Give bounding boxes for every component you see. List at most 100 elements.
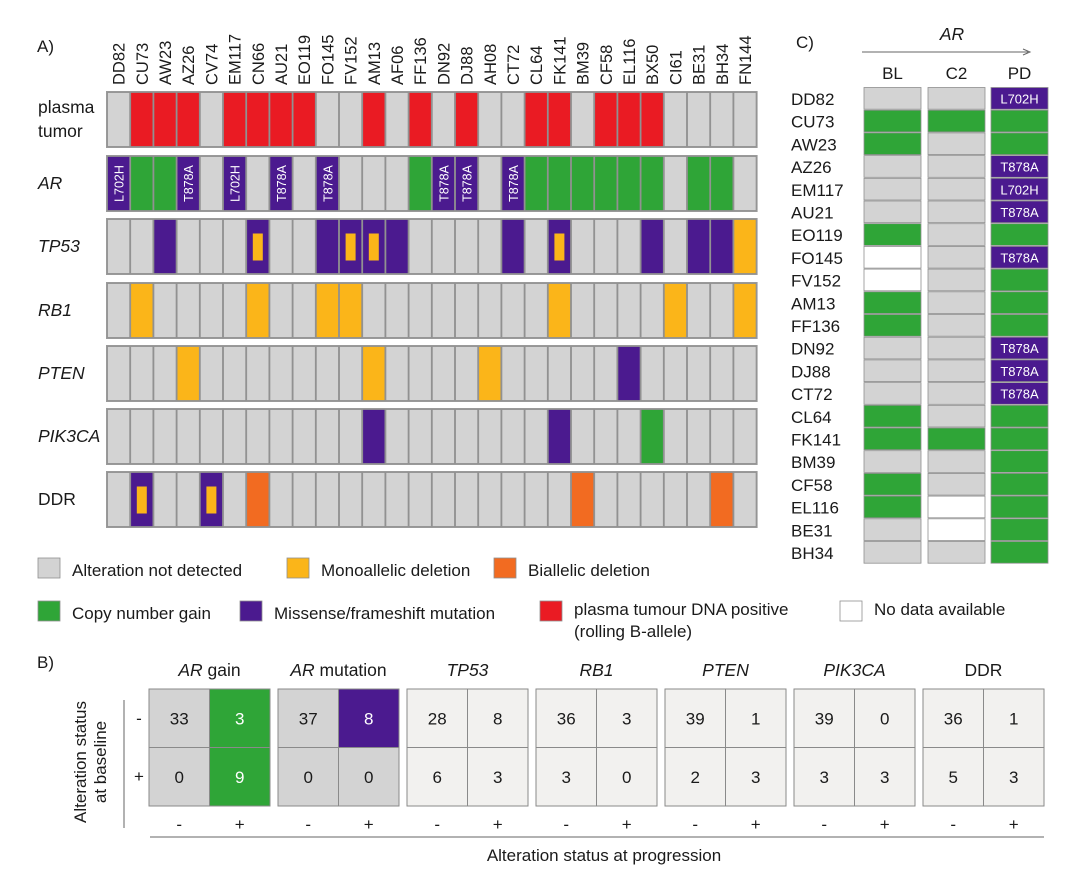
c-sample-label: DD82 — [791, 90, 834, 109]
cell — [107, 219, 131, 274]
table-value: 0 — [175, 768, 184, 787]
contingency-table: PTEN 39 1 2 3 - + — [664, 660, 787, 834]
cell — [733, 156, 757, 211]
cell — [269, 92, 293, 147]
cell — [547, 92, 571, 147]
cell — [617, 156, 641, 211]
cell — [246, 409, 270, 464]
table-value: 3 — [493, 768, 502, 787]
sample-header: AW23 — [157, 41, 175, 85]
cell — [269, 156, 293, 211]
b-col-label: + — [235, 815, 245, 834]
c-cell — [990, 382, 1049, 405]
sample-header: BM39 — [575, 42, 593, 85]
c-cell — [927, 223, 986, 246]
sample-header: DN92 — [435, 43, 453, 85]
sample-header: BH34 — [714, 44, 732, 85]
cell — [176, 92, 200, 147]
b-col-label: - — [305, 815, 311, 834]
cell — [199, 283, 223, 338]
cell — [571, 156, 595, 211]
c-sample-label: CT72 — [791, 385, 833, 404]
c-cell — [927, 314, 986, 337]
table-value: 0 — [364, 768, 373, 787]
cell — [176, 472, 200, 527]
c-cell — [927, 291, 986, 314]
table-cell — [148, 747, 210, 807]
cell — [269, 346, 293, 401]
cell — [687, 219, 711, 274]
cell — [594, 156, 618, 211]
table-title: PTEN — [702, 660, 749, 680]
cell — [478, 409, 502, 464]
cell — [223, 92, 247, 147]
cell — [594, 346, 618, 401]
row-tp53: TP53 — [38, 218, 758, 275]
cell — [571, 346, 595, 401]
cell — [455, 92, 479, 147]
c-cell — [863, 245, 922, 269]
c-mutation-label: L702H — [1000, 182, 1038, 197]
cell — [478, 472, 502, 527]
b-ylabel-1: Alteration status — [71, 701, 90, 823]
cell — [292, 219, 316, 274]
inner-deletion-marker — [136, 486, 147, 514]
cell — [339, 409, 363, 464]
cell — [640, 472, 664, 527]
c-cell — [990, 472, 1049, 496]
cell — [455, 472, 479, 527]
cell — [362, 346, 386, 401]
c-cell — [927, 245, 986, 269]
table-title: TP53 — [447, 660, 489, 680]
cell — [223, 472, 247, 527]
c-cell — [863, 382, 922, 405]
cell — [733, 219, 757, 274]
c-cell — [863, 87, 922, 110]
c-sample-label: AU21 — [791, 204, 834, 223]
b-row-label: - — [136, 709, 142, 728]
cell — [223, 409, 247, 464]
legend-swatch-bi — [493, 557, 517, 579]
table-cell — [596, 688, 658, 748]
cell — [176, 346, 200, 401]
cell — [107, 283, 131, 338]
table-value: 39 — [686, 709, 705, 728]
cell — [455, 219, 479, 274]
sample-header: FO145 — [319, 35, 337, 85]
contingency-table: PIK3CA 39 0 3 3 - + — [793, 660, 916, 834]
cell — [176, 156, 200, 211]
cell — [524, 156, 548, 211]
c-cell — [863, 200, 922, 224]
cell — [478, 283, 502, 338]
b-col-label: + — [751, 815, 761, 834]
b-col-label: + — [1009, 815, 1019, 834]
c-cell — [927, 359, 986, 382]
cell — [663, 92, 687, 147]
cell — [246, 92, 270, 147]
cell — [455, 156, 479, 211]
cell — [130, 156, 154, 211]
cell — [362, 472, 386, 527]
cell — [478, 346, 502, 401]
cell — [431, 472, 455, 527]
cell — [501, 409, 525, 464]
cell — [710, 346, 734, 401]
table-value: 0 — [304, 768, 313, 787]
c-sample-label: AZ26 — [791, 158, 832, 177]
b-xlabel: Alteration status at progression — [487, 846, 721, 865]
c-cell — [927, 177, 986, 201]
cell — [617, 219, 641, 274]
cell — [107, 472, 131, 527]
table-cell — [983, 688, 1045, 748]
b-col-label: - — [563, 815, 569, 834]
c-cell — [927, 427, 986, 451]
mutation-label: T878A — [275, 164, 289, 201]
sample-header: FV152 — [343, 36, 361, 85]
cell — [199, 156, 223, 211]
cell — [663, 409, 687, 464]
c-sample-label: FO145 — [791, 249, 843, 268]
c-cell — [990, 223, 1049, 246]
cell — [408, 219, 432, 274]
c-sample-label: FV152 — [791, 272, 841, 291]
cell — [431, 92, 455, 147]
